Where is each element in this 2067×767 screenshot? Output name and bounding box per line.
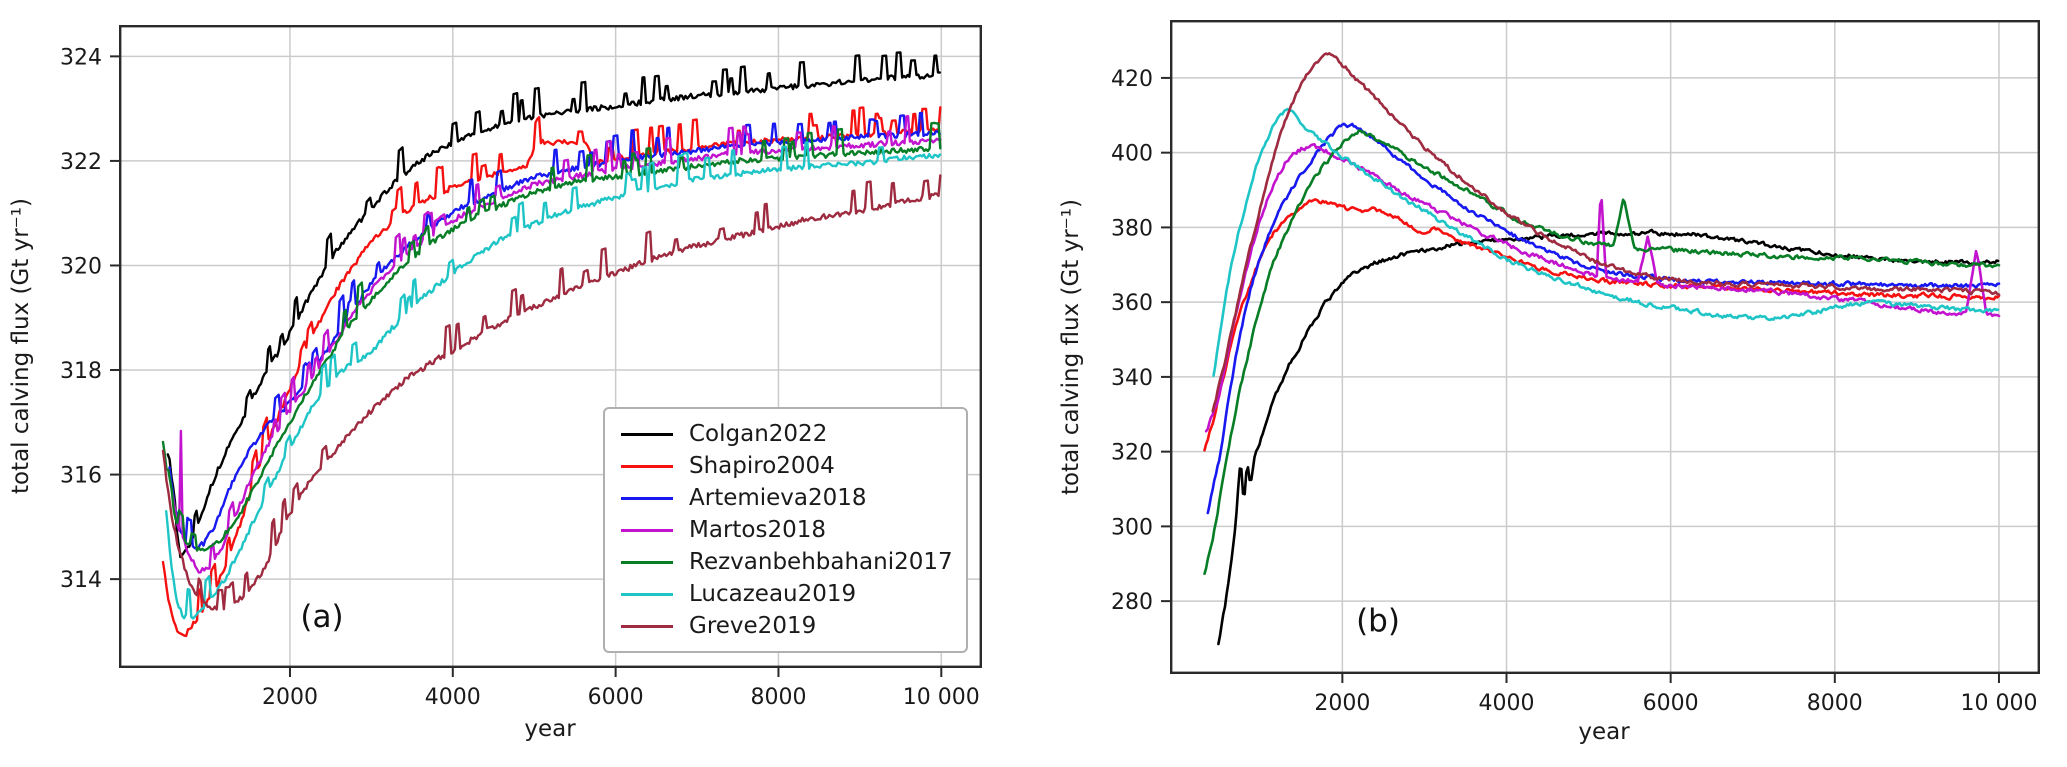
series-line-Greve2019 xyxy=(1211,52,2001,413)
x-axis-label-panel-b: year xyxy=(1578,719,1630,745)
series-group xyxy=(161,51,942,638)
axes-spines xyxy=(119,25,982,668)
y-tick-label: 316 xyxy=(60,464,102,489)
y-tick-label: 320 xyxy=(1111,441,1153,466)
y-tick-label: 280 xyxy=(1111,590,1153,615)
x-tick-label: 4000 xyxy=(1479,691,1535,716)
legend-label: Martos2018 xyxy=(689,517,827,543)
y-tick-label: 420 xyxy=(1111,67,1153,92)
y-tick-label: 300 xyxy=(1111,515,1153,540)
x-tick-label: 6000 xyxy=(1643,691,1699,716)
series-line-Shapiro2004 xyxy=(1203,198,2001,452)
legend-label: Colgan2022 xyxy=(689,421,828,447)
x-tick-label: 10 000 xyxy=(903,685,980,710)
legend-item: Artemieva2018 xyxy=(621,482,966,514)
x-tick-label: 8000 xyxy=(750,685,806,710)
series-line-Rezvanbehbahani2017 xyxy=(1203,129,2001,575)
y-tick-label: 324 xyxy=(60,45,102,70)
x-tick-label: 2000 xyxy=(262,685,318,710)
legend-line-swatch xyxy=(621,432,673,436)
series-line-Artemieva2018 xyxy=(1206,122,2001,515)
y-axis-label-panel-b: total calving flux (Gt yr⁻¹) xyxy=(1058,198,1084,496)
series-line-Colgan2022 xyxy=(1217,228,2000,646)
plot-area-panel-b: 2000 4000 6000 8000 10 000 280 300 320 340 360 380… xyxy=(1111,20,2040,716)
x-tick-label: 4000 xyxy=(425,685,481,710)
panel-letter-b: (b) xyxy=(1356,603,1400,639)
legend-line-swatch xyxy=(621,624,673,628)
legend-line-swatch xyxy=(621,560,673,564)
panel-letter-a: (a) xyxy=(300,599,344,635)
x-tick-label: 10 000 xyxy=(1960,691,2037,716)
legend-item: Shapiro2004 xyxy=(621,450,966,482)
y-tick-label: 360 xyxy=(1111,291,1153,316)
y-tick-label: 400 xyxy=(1111,142,1153,167)
y-tick-label: 380 xyxy=(1111,216,1153,241)
legend-label: Artemieva2018 xyxy=(689,485,867,511)
legend-line-swatch xyxy=(621,464,673,468)
tick-marks: 2000 4000 6000 8000 10 000 314 316 318 320 322 324 xyxy=(60,45,980,710)
y-tick-label: 322 xyxy=(60,150,102,175)
legend-label: Rezvanbehbahani2017 xyxy=(689,549,953,575)
x-tick-label: 6000 xyxy=(588,685,644,710)
x-tick-label: 8000 xyxy=(1807,691,1863,716)
series-line-Lucazeau2019 xyxy=(1212,107,2000,378)
series-line-Martos2018 xyxy=(1204,143,2001,433)
legend-label: Shapiro2004 xyxy=(689,453,835,479)
y-tick-label: 314 xyxy=(60,568,102,593)
legend-item: Lucazeau2019 xyxy=(621,578,966,610)
legend-item: Colgan2022 xyxy=(621,418,966,450)
legend-item: Martos2018 xyxy=(621,514,966,546)
y-axis-label-panel-a: total calving flux (Gt yr⁻¹) xyxy=(8,197,34,495)
series-line-Colgan2022 xyxy=(166,51,941,559)
axes-spines xyxy=(1170,20,2040,674)
tick-marks: 2000 4000 6000 8000 10 000 280 300 320 340 360 380… xyxy=(1111,67,2037,716)
y-tick-label: 318 xyxy=(60,359,102,384)
x-axis-label-panel-a: year xyxy=(524,716,576,742)
legend: Colgan2022 Shapiro2004 Artemieva2018 Martos… xyxy=(603,407,968,653)
legend-line-swatch xyxy=(621,496,673,500)
plot-area-panel-a: 2000 4000 6000 8000 10 000 314 316 318 320 322 324 xyxy=(60,25,982,710)
series-line-Lucazeau2019 xyxy=(165,141,942,620)
series-line-Greve2019 xyxy=(161,174,942,611)
series-line-Rezvanbehbahani2017 xyxy=(161,121,942,552)
legend-line-swatch xyxy=(621,592,673,596)
x-tick-label: 2000 xyxy=(1314,691,1370,716)
legend-label: Greve2019 xyxy=(689,613,817,639)
legend-item: Greve2019 xyxy=(621,610,966,642)
y-tick-label: 340 xyxy=(1111,366,1153,391)
y-tick-label: 320 xyxy=(60,254,102,279)
legend-label: Lucazeau2019 xyxy=(689,581,857,607)
legend-line-swatch xyxy=(621,528,673,532)
series-group xyxy=(1203,52,2001,646)
legend-item: Rezvanbehbahani2017 xyxy=(621,546,966,578)
